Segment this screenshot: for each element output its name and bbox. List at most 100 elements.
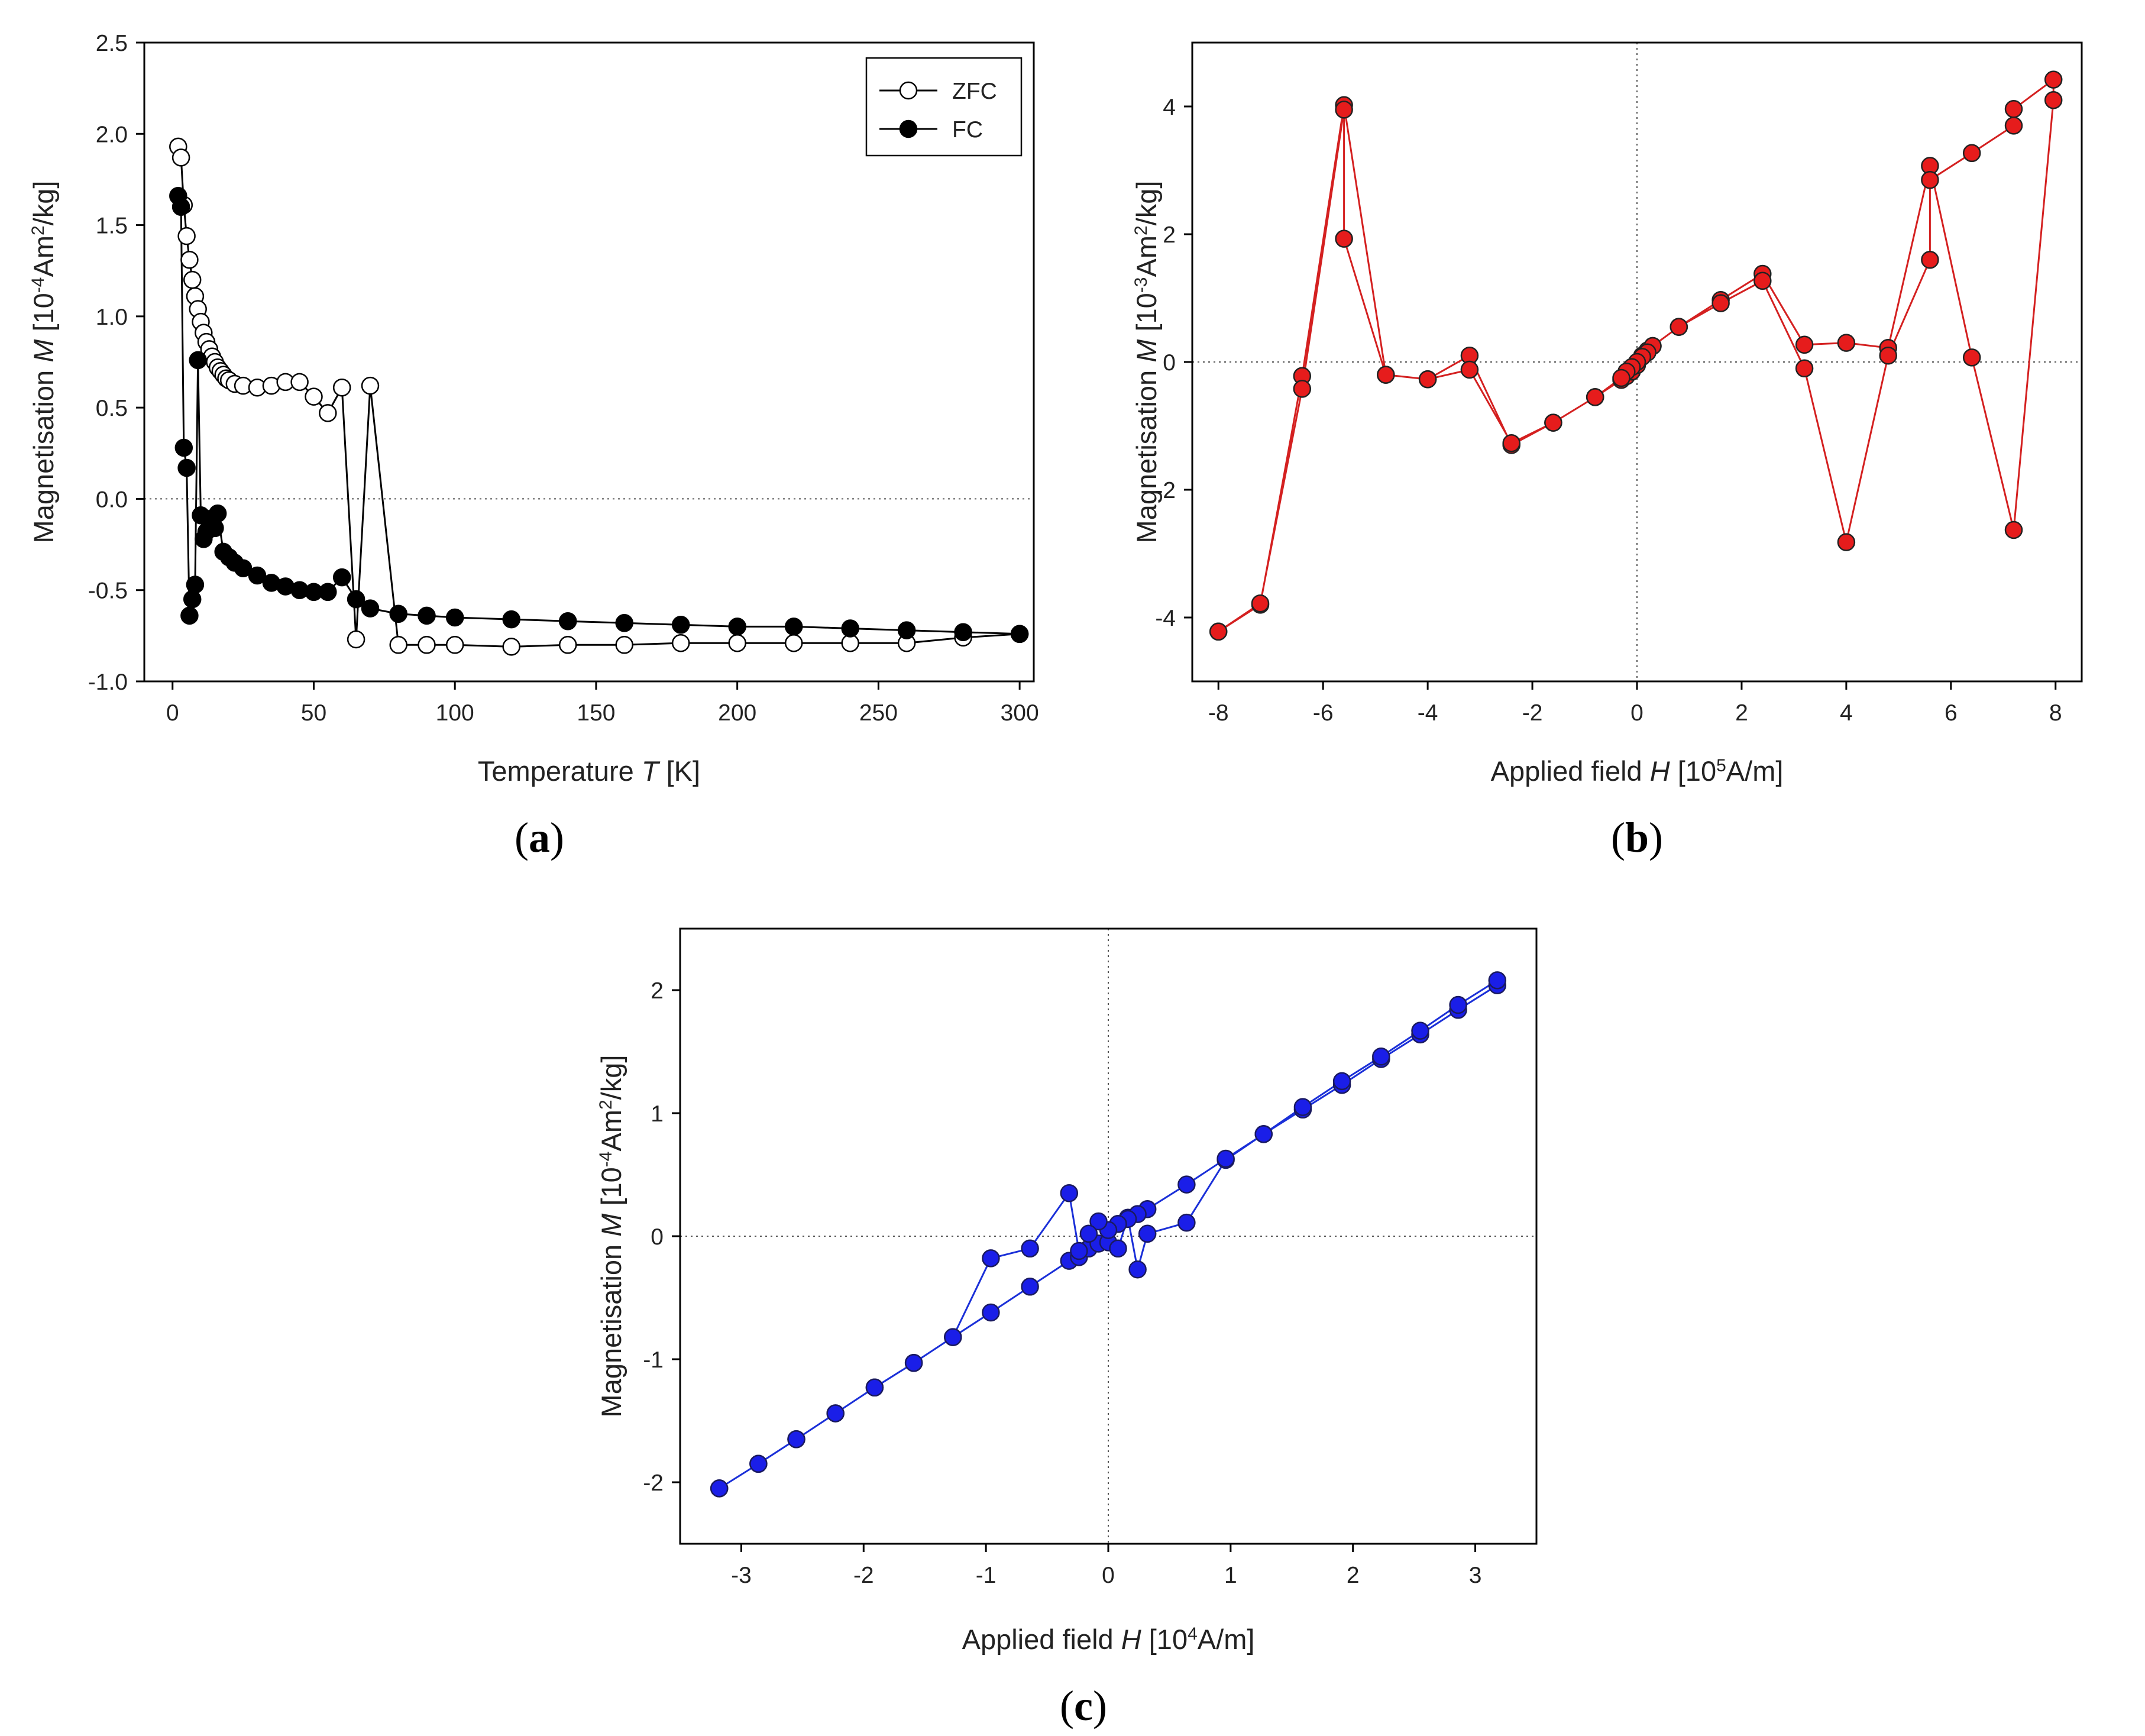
x-tick-label: -2 <box>1522 700 1543 726</box>
data-point <box>319 404 337 422</box>
legend: ZFC FC <box>865 57 1023 157</box>
data-point <box>1021 1278 1039 1296</box>
x-tick-label: -2 <box>853 1563 874 1588</box>
data-point <box>1089 1212 1108 1231</box>
data-point <box>749 1454 768 1473</box>
y-axis-title-part: Am <box>1131 235 1162 277</box>
panel-a: 0 50 100 150 200 250 300 -1.0 -0.5 0.0 0.5 1.0 1.5 2.… <box>28 31 1039 861</box>
data-point <box>1488 971 1507 990</box>
data-point <box>172 148 190 167</box>
data-point <box>1138 1224 1157 1243</box>
y-axis-title-part: M <box>1131 339 1162 363</box>
x-tick-label: 1 <box>1224 1563 1237 1588</box>
x-tick-label: 2 <box>1735 700 1748 726</box>
data-point <box>897 621 916 639</box>
y-tick-label: 1.5 <box>96 214 128 239</box>
data-point <box>177 458 196 477</box>
x-tick-label: -1 <box>976 1563 997 1588</box>
data-point <box>1109 1239 1127 1258</box>
y-axis-title-part: [10 <box>28 293 59 339</box>
x-axis-title: Temperature T [K] <box>478 755 700 787</box>
x-tick-label: -6 <box>1313 700 1334 726</box>
y-tick-label: 2 <box>1163 222 1176 248</box>
data-point <box>206 519 224 538</box>
data-point <box>1879 346 1897 365</box>
x-tick-label: 6 <box>1945 700 1958 726</box>
data-point <box>1712 294 1730 312</box>
data-point <box>1962 348 1981 367</box>
data-point <box>2044 70 2063 89</box>
data-point <box>865 1378 884 1397</box>
legend-label-fc: FC <box>952 117 983 143</box>
data-point <box>305 387 323 406</box>
y-tick-label: -1 <box>643 1347 664 1373</box>
data-point <box>1079 1224 1098 1243</box>
x-tick-label: -3 <box>731 1563 752 1588</box>
data-point <box>183 270 202 289</box>
x-tick-label: 100 <box>436 700 474 726</box>
data-point <box>183 590 202 609</box>
data-point <box>615 614 633 632</box>
y-tick-label: 2.0 <box>96 122 128 147</box>
panel-label-part: c <box>1074 1682 1093 1729</box>
y-axis-title-part: /kg] <box>1131 181 1162 226</box>
x-axis-title-part: [10 <box>1670 755 1716 787</box>
data-point <box>1670 318 1688 336</box>
data-point <box>1544 413 1562 432</box>
y-axis-title: Magnetisation M [10-4Am2/kg] <box>28 181 59 544</box>
y-tick-label: 0.0 <box>96 487 128 512</box>
data-point <box>1502 434 1520 452</box>
data-point <box>2004 100 2023 118</box>
data-point <box>728 618 746 636</box>
data-point <box>558 612 577 631</box>
y-axis-title-part: Magnetisation <box>596 1237 627 1418</box>
y-tick-label: -2 <box>1155 478 1176 503</box>
y-axis-title-part: 2 <box>28 225 48 235</box>
legend-marker <box>899 81 918 100</box>
x-tick-label: 0 <box>1102 1563 1115 1588</box>
data-point <box>389 604 407 623</box>
x-tick-label: -4 <box>1418 700 1438 726</box>
panel-label-part: ( <box>515 814 529 861</box>
data-point <box>332 568 351 587</box>
y-tick-label: 2 <box>651 978 664 1004</box>
data-point <box>1612 368 1630 387</box>
data-point <box>2004 117 2023 135</box>
data-point <box>2004 521 2023 539</box>
data-point <box>787 1430 805 1449</box>
data-point <box>445 636 464 654</box>
data-point <box>174 438 193 457</box>
data-point <box>502 610 520 629</box>
x-tick-label: 150 <box>577 700 615 726</box>
data-point <box>1795 359 1814 378</box>
y-axis-title-part: M <box>28 339 59 363</box>
data-point <box>319 583 337 602</box>
y-tick-label: 0 <box>1163 350 1176 376</box>
y-axis-title-part: [10 <box>596 1167 627 1213</box>
panel-label: (c) <box>1060 1682 1107 1729</box>
data-point <box>1377 366 1395 384</box>
y-axis-title-part: 2 <box>1131 225 1151 235</box>
data-point <box>1209 622 1228 641</box>
y-axis-title-part: /kg] <box>596 1055 627 1100</box>
data-point <box>445 608 464 627</box>
data-point <box>347 590 365 609</box>
data-point <box>944 1328 962 1346</box>
data-point <box>1921 250 1939 269</box>
x-axis-title-part: Applied field <box>1491 755 1650 787</box>
data-point <box>418 636 436 654</box>
x-tick-label: 300 <box>1001 700 1039 726</box>
data-point <box>1449 995 1467 1014</box>
x-axis-title-part: [10 <box>1141 1624 1188 1655</box>
data-point <box>728 633 746 652</box>
x-axis-title-part: [K] <box>659 755 701 787</box>
x-axis-title-part: Temperature <box>478 755 642 787</box>
data-point <box>180 250 199 269</box>
y-axis-title-part: Am <box>28 235 59 277</box>
data-point <box>1460 360 1479 379</box>
y-axis-title-part: 2 <box>596 1100 616 1110</box>
y-tick-label: 1 <box>651 1101 664 1127</box>
y-tick-label: 0 <box>651 1224 664 1250</box>
